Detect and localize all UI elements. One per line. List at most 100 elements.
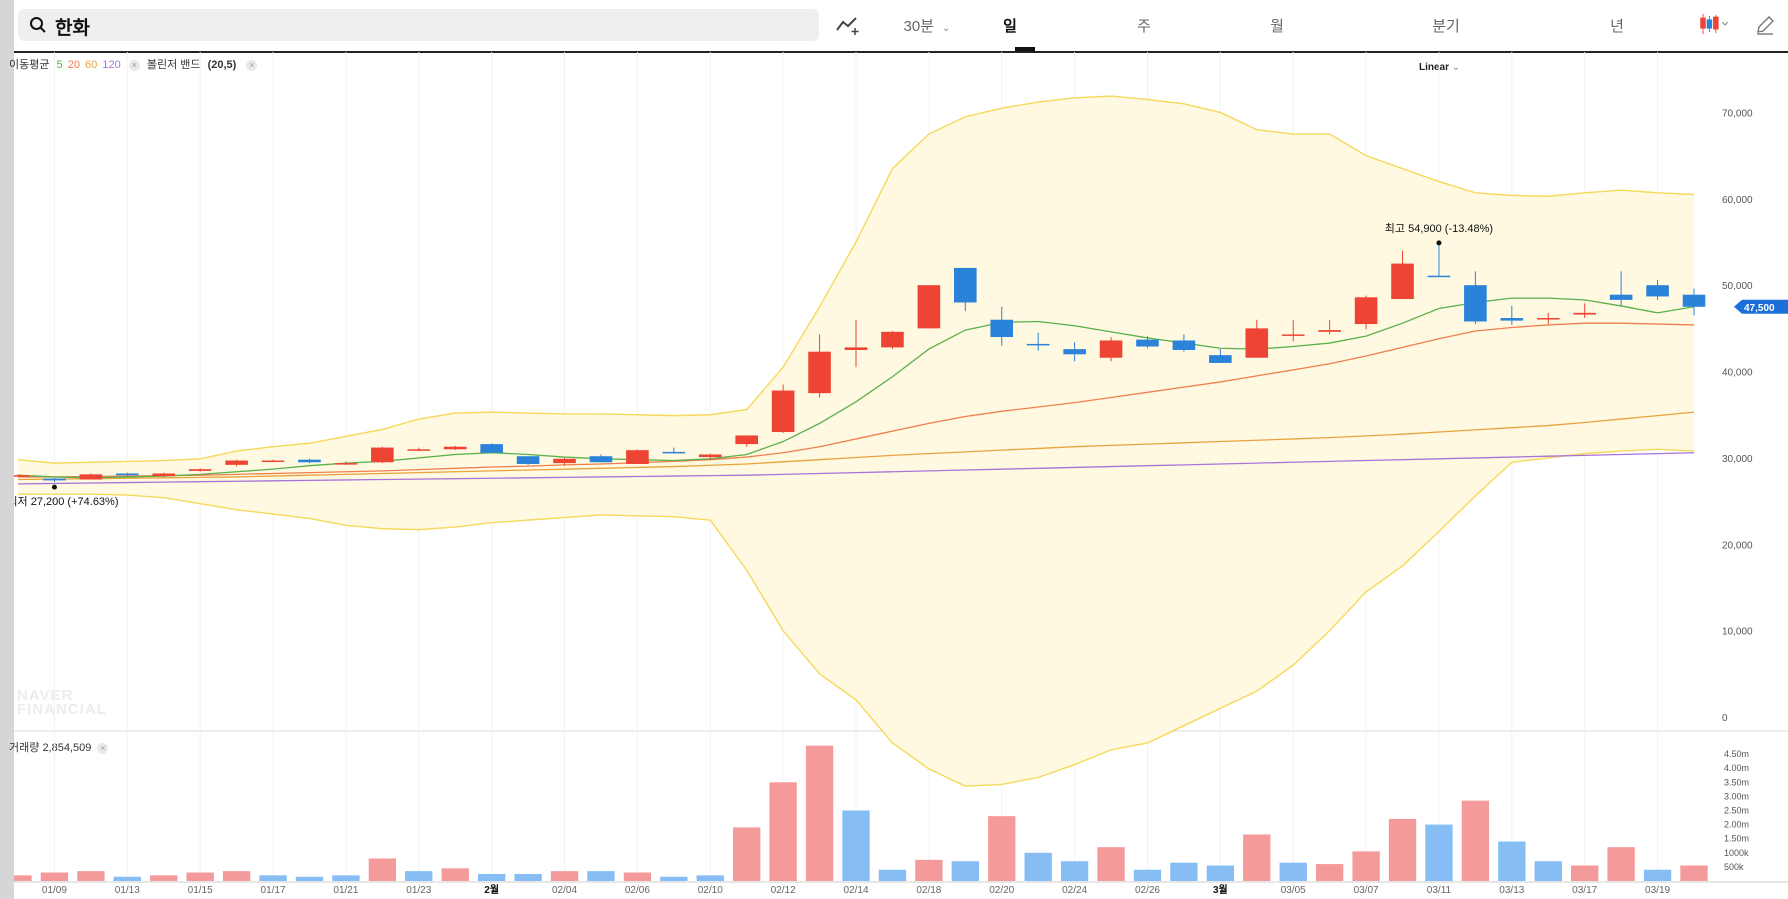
candle-body xyxy=(698,454,722,458)
volume-bar xyxy=(1170,862,1198,881)
volume-bar xyxy=(1315,864,1344,881)
x-tick-label: 03/13 xyxy=(1499,885,1524,896)
volume-bar xyxy=(842,810,870,881)
x-tick-label: 02/06 xyxy=(625,885,650,896)
candle-body xyxy=(516,456,540,464)
volume-bar xyxy=(1097,847,1125,881)
volume-bar xyxy=(186,872,214,881)
x-tick-label: 02/10 xyxy=(698,885,723,896)
volume-legend-label: 거래량 xyxy=(9,742,40,754)
volume-tick-label: 2.50m xyxy=(1724,806,1749,816)
current-price-tag xyxy=(1734,299,1788,314)
candle-body xyxy=(844,347,868,350)
scale-mode-label: Linear xyxy=(1419,62,1450,73)
chevron-down-icon: ⌄ xyxy=(1451,62,1461,73)
candle-body xyxy=(443,446,467,450)
edit-pencil-icon[interactable] xyxy=(1754,14,1776,36)
candle-body xyxy=(298,459,321,463)
x-tick-label: 02/12 xyxy=(771,885,796,896)
candle-body xyxy=(371,447,394,463)
volume-bar xyxy=(1534,861,1562,881)
low-marker xyxy=(51,484,57,490)
volume-tick-label: 3.00m xyxy=(1724,791,1749,801)
x-tick-label: 03/05 xyxy=(1281,885,1306,896)
ma5-line xyxy=(17,297,1695,479)
high-annotation-label: 최고 54,900 (-13.48%) xyxy=(1385,222,1493,235)
volume-bar xyxy=(150,875,178,881)
volume-tick-label: 3.50m xyxy=(1724,777,1749,787)
x-tick-label: 01/23 xyxy=(406,885,431,896)
candle-body xyxy=(1682,294,1706,307)
x-tick-label: 3월 xyxy=(1213,884,1228,896)
tab-0[interactable]: 일 xyxy=(1003,18,1017,35)
x-tick-label: 03/17 xyxy=(1572,885,1597,896)
candle-body xyxy=(1099,340,1123,358)
volume-bar xyxy=(878,869,907,881)
search-query[interactable]: 한화 xyxy=(55,18,90,39)
ma-legend-period-5: 5 xyxy=(56,59,63,71)
candle-body xyxy=(954,267,977,303)
chart-frame: 한화 30분 ⌄ 일 주 월 분기 년 이동평균 5 20 60 120 × 볼린저 xyxy=(9,0,1788,899)
tab-1[interactable]: 주 xyxy=(1137,18,1151,35)
candle-body xyxy=(188,469,212,471)
candle-body xyxy=(1063,349,1086,355)
bb-legend-label: 볼린저 밴드 xyxy=(146,59,201,71)
volume-bar xyxy=(368,858,397,881)
candle-body xyxy=(1573,312,1596,315)
candle-body xyxy=(1209,355,1232,363)
x-tick-label: 01/09 xyxy=(42,885,67,896)
remove-ma-icon[interactable]: × xyxy=(128,59,140,71)
bb-legend-params: (20,5) xyxy=(207,59,237,71)
volume-bar xyxy=(1388,818,1417,881)
x-tick-label: 03/19 xyxy=(1645,885,1670,896)
candle-body xyxy=(1536,318,1560,320)
candle-chart-type-icon[interactable] xyxy=(1697,13,1731,35)
volume-bar xyxy=(1607,847,1635,881)
remove-volume-icon[interactable]: × xyxy=(97,742,109,754)
interval-dropdown[interactable]: 30분 ⌄ xyxy=(892,15,962,36)
tab-4[interactable]: 년 xyxy=(1610,18,1624,35)
candle-body xyxy=(589,456,613,463)
volume-bar xyxy=(1024,852,1052,881)
volume-tick-label: 1000k xyxy=(1724,848,1749,858)
candle-body xyxy=(626,450,649,464)
volume-bar xyxy=(1279,862,1307,881)
x-tick-label: 02/24 xyxy=(1062,885,1087,896)
candle-body xyxy=(553,458,576,464)
y-tick-label: 50,000 xyxy=(1722,281,1753,292)
price-chart[interactable]: 최고 54,900 (-13.48%)최저 27,200 (+74.63%)01… xyxy=(14,0,1788,899)
tab-3[interactable]: 분기 xyxy=(1432,18,1460,35)
volume-bar xyxy=(77,871,105,881)
remove-bb-icon[interactable]: × xyxy=(246,59,258,71)
x-tick-label: 01/13 xyxy=(115,885,140,896)
candle-body xyxy=(1318,330,1341,332)
candle-body xyxy=(771,390,795,433)
search-box[interactable]: 한화 xyxy=(18,9,819,41)
ma20-line xyxy=(18,322,1695,478)
interval-label: 30분 xyxy=(903,18,935,35)
volume-bar xyxy=(1243,834,1271,881)
volume-bar xyxy=(222,871,251,881)
volume-bar xyxy=(477,873,506,881)
tab-2[interactable]: 월 xyxy=(1270,18,1284,35)
volume-bar xyxy=(1461,800,1490,881)
scale-mode-selector[interactable]: Linear ⌄ xyxy=(1419,62,1460,73)
indicator-legend: 이동평균 5 20 60 120 × 볼린저 밴드 (20,5) × xyxy=(9,56,261,72)
candle-body xyxy=(1245,328,1269,358)
volume-bar xyxy=(769,782,797,881)
volume-bar xyxy=(1352,851,1380,881)
ma-legend-period-120: 120 xyxy=(102,59,121,71)
x-tick-label: 02/14 xyxy=(843,885,868,896)
draw-line-tool-icon[interactable] xyxy=(835,14,861,36)
current-price-label: 47,500 xyxy=(1744,303,1775,314)
y-tick-label: 10,000 xyxy=(1722,627,1753,638)
ma-legend-period-20: 20 xyxy=(67,59,80,71)
x-tick-label: 03/11 xyxy=(1427,885,1452,896)
x-tick-label: 01/21 xyxy=(333,885,358,896)
volume-bar xyxy=(1498,841,1526,881)
y-tick-label: 60,000 xyxy=(1722,195,1753,206)
candle-body xyxy=(808,351,831,394)
candle-body xyxy=(662,451,686,454)
bollinger-band-fill xyxy=(18,96,1694,787)
volume-bar xyxy=(696,875,724,881)
